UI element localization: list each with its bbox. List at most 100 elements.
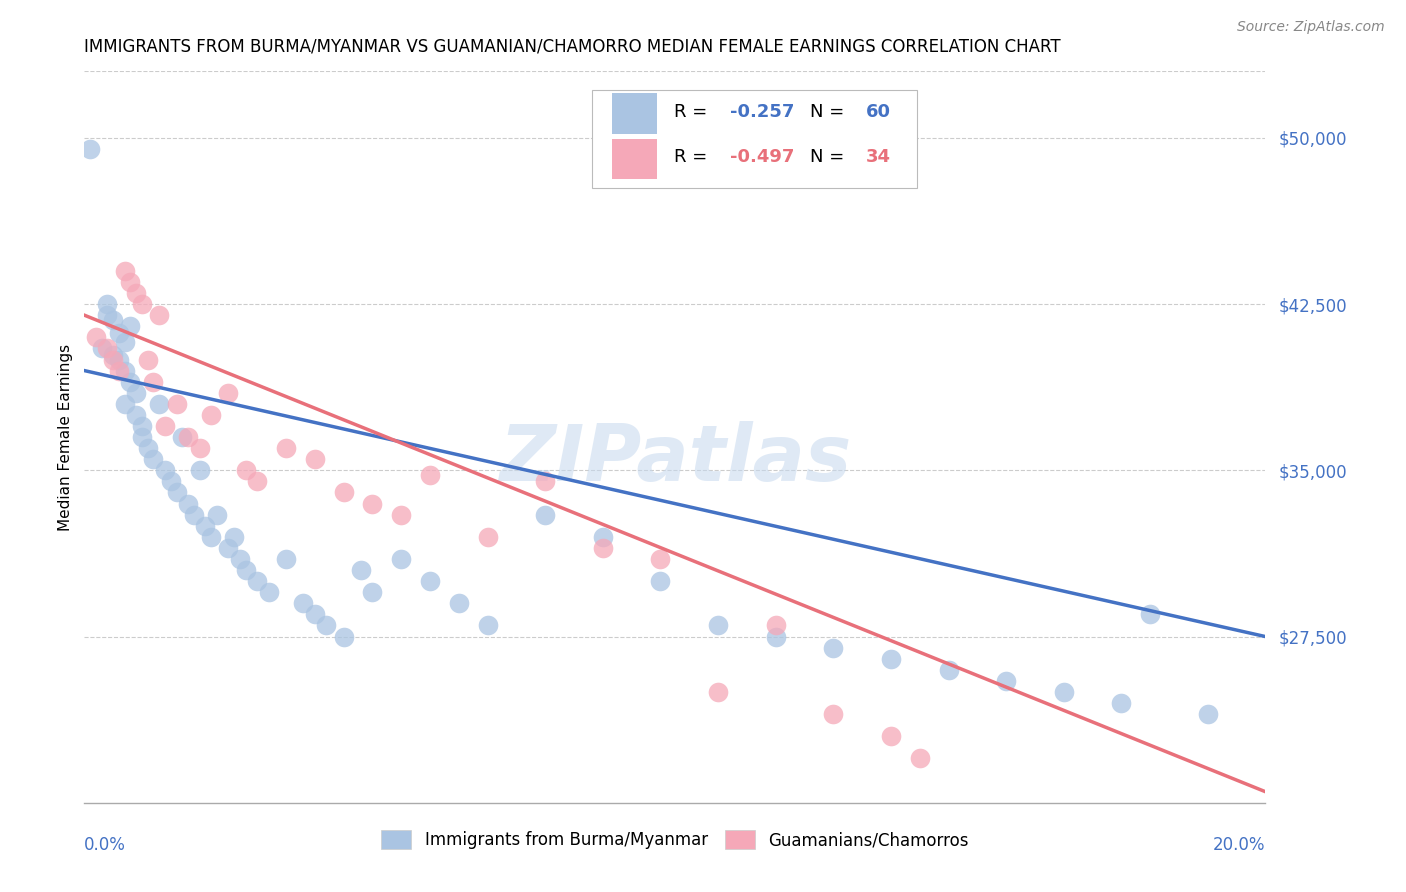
Point [108, 363, 131, 377]
Point [235, 463, 257, 477]
Point [114, 334, 136, 349]
FancyBboxPatch shape [612, 94, 657, 134]
Text: -0.497: -0.497 [730, 148, 794, 166]
Point [205, 508, 228, 522]
Point [650, 574, 672, 589]
Point [880, 651, 903, 665]
Text: R =: R = [673, 103, 713, 120]
Y-axis label: Median Female Earnings: Median Female Earnings [58, 343, 73, 531]
Point [172, 430, 194, 444]
Point [200, 530, 222, 544]
Point [257, 585, 280, 599]
Point [1111, 696, 1133, 710]
Point [477, 530, 499, 544]
Text: 34: 34 [866, 148, 891, 166]
Point [246, 574, 269, 589]
Point [447, 596, 470, 610]
Point [938, 663, 960, 677]
Point [96, 308, 118, 322]
Point [389, 552, 412, 566]
Point [120, 375, 142, 389]
Point [304, 607, 326, 622]
Point [131, 430, 153, 444]
Legend: Immigrants from Burma/Myanmar, Guamanians/Chamorros: Immigrants from Burma/Myanmar, Guamanian… [381, 830, 969, 849]
Point [120, 319, 142, 334]
Point [389, 508, 412, 522]
Point [79, 142, 101, 156]
Point [350, 563, 373, 577]
Point [194, 518, 217, 533]
Point [153, 419, 176, 434]
Point [159, 475, 181, 489]
Point [166, 397, 188, 411]
Text: IMMIGRANTS FROM BURMA/MYANMAR VS GUAMANIAN/CHAMORRO MEDIAN FEMALE EARNINGS CORRE: IMMIGRANTS FROM BURMA/MYANMAR VS GUAMANI… [84, 38, 1062, 56]
Point [823, 640, 845, 655]
Point [880, 729, 903, 743]
Point [315, 618, 337, 632]
FancyBboxPatch shape [592, 90, 917, 188]
Point [166, 485, 188, 500]
Point [101, 352, 124, 367]
Point [650, 552, 672, 566]
Point [108, 352, 131, 367]
Point [534, 508, 557, 522]
Point [477, 618, 499, 632]
Point [142, 452, 165, 467]
Point [153, 463, 176, 477]
Point [101, 348, 124, 362]
Point [101, 312, 124, 326]
Text: N =: N = [810, 103, 849, 120]
Point [96, 297, 118, 311]
Point [148, 397, 170, 411]
Point [332, 630, 354, 644]
Point [131, 419, 153, 434]
Text: -0.257: -0.257 [730, 103, 794, 120]
Point [592, 541, 614, 555]
Point [136, 352, 159, 367]
Point [142, 375, 165, 389]
Point [148, 308, 170, 322]
Point [908, 751, 931, 765]
Text: Source: ZipAtlas.com: Source: ZipAtlas.com [1237, 20, 1385, 34]
Point [419, 574, 441, 589]
Point [125, 285, 148, 300]
Point [707, 618, 730, 632]
Point [235, 563, 257, 577]
Point [131, 297, 153, 311]
Text: R =: R = [673, 148, 713, 166]
FancyBboxPatch shape [612, 139, 657, 179]
Point [217, 385, 239, 400]
Point [765, 618, 787, 632]
Point [1197, 707, 1219, 722]
Point [592, 530, 614, 544]
Point [274, 441, 297, 455]
Point [177, 430, 200, 444]
Text: 60: 60 [866, 103, 891, 120]
Point [419, 467, 441, 482]
Point [292, 596, 315, 610]
Point [136, 441, 159, 455]
Point [229, 552, 252, 566]
Point [765, 630, 787, 644]
Point [108, 326, 131, 340]
Point [96, 342, 118, 356]
Point [217, 541, 239, 555]
Point [246, 475, 269, 489]
Point [183, 508, 205, 522]
Point [90, 342, 112, 356]
Text: 0.0%: 0.0% [84, 836, 127, 854]
Point [823, 707, 845, 722]
Point [177, 497, 200, 511]
Point [188, 441, 211, 455]
Point [332, 485, 354, 500]
Point [114, 363, 136, 377]
Point [995, 673, 1018, 688]
Point [707, 685, 730, 699]
Point [1053, 685, 1076, 699]
Text: 20.0%: 20.0% [1213, 836, 1265, 854]
Point [200, 408, 222, 422]
Point [125, 385, 148, 400]
Point [304, 452, 326, 467]
Point [84, 330, 107, 344]
Point [125, 408, 148, 422]
